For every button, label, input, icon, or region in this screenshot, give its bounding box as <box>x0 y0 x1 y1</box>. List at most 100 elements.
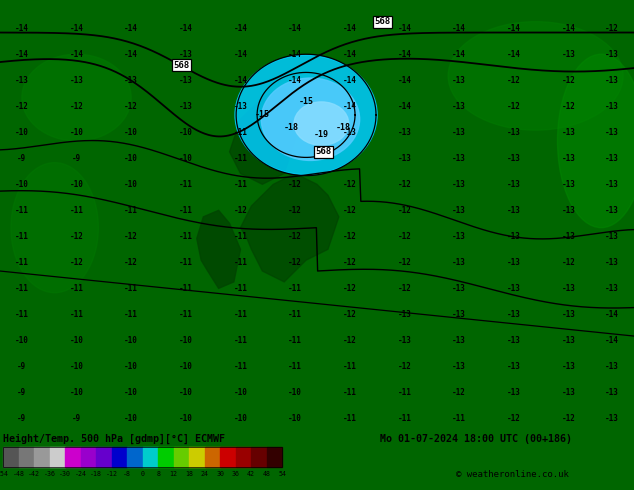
Text: -12: -12 <box>562 76 575 85</box>
Text: -13: -13 <box>562 49 575 59</box>
Text: -13: -13 <box>179 76 193 85</box>
Text: -13: -13 <box>124 76 138 85</box>
Text: -9: -9 <box>17 362 27 371</box>
Text: -12: -12 <box>343 336 357 345</box>
Text: -13: -13 <box>179 102 193 111</box>
Text: -13: -13 <box>562 388 575 397</box>
Text: -11: -11 <box>233 180 247 189</box>
Text: -9: -9 <box>17 414 27 423</box>
Text: 54: 54 <box>278 471 286 477</box>
Text: -12: -12 <box>124 232 138 241</box>
Text: -11: -11 <box>343 362 357 371</box>
Text: -13: -13 <box>507 336 521 345</box>
Text: -13: -13 <box>562 310 575 319</box>
Text: -10: -10 <box>233 414 247 423</box>
Text: -24: -24 <box>75 471 87 477</box>
Text: -13: -13 <box>452 76 466 85</box>
Text: -12: -12 <box>288 232 302 241</box>
Ellipse shape <box>235 55 377 174</box>
Bar <box>112 447 127 467</box>
Text: -13: -13 <box>343 128 357 137</box>
Text: -12: -12 <box>15 102 29 111</box>
Text: 568: 568 <box>375 17 391 26</box>
Text: -13: -13 <box>507 232 521 241</box>
Text: 8: 8 <box>156 471 160 477</box>
Text: -12: -12 <box>343 232 357 241</box>
Text: -14: -14 <box>343 24 357 33</box>
Text: 30: 30 <box>216 471 224 477</box>
Text: -10: -10 <box>179 362 193 371</box>
Text: -11: -11 <box>343 388 357 397</box>
Text: -14: -14 <box>70 49 84 59</box>
Text: -12: -12 <box>605 24 619 33</box>
Text: -11: -11 <box>70 310 84 319</box>
Text: -14: -14 <box>288 49 302 59</box>
Text: -12: -12 <box>562 414 575 423</box>
Ellipse shape <box>557 54 634 228</box>
Text: -12: -12 <box>106 471 118 477</box>
Text: -13: -13 <box>507 154 521 163</box>
Text: -14: -14 <box>507 24 521 33</box>
Text: -14: -14 <box>15 49 29 59</box>
Text: -13: -13 <box>452 206 466 215</box>
Text: -13: -13 <box>452 154 466 163</box>
Bar <box>3 447 18 467</box>
Bar <box>127 447 143 467</box>
Text: -30: -30 <box>59 471 71 477</box>
Text: -12: -12 <box>507 76 521 85</box>
Text: -13: -13 <box>605 362 619 371</box>
Text: -15: -15 <box>299 98 314 106</box>
Text: -13: -13 <box>562 232 575 241</box>
Text: -13: -13 <box>605 128 619 137</box>
Text: -8: -8 <box>123 471 131 477</box>
Text: -11: -11 <box>179 232 193 241</box>
Text: -14: -14 <box>398 76 411 85</box>
Ellipse shape <box>448 22 623 130</box>
Text: -48: -48 <box>13 471 25 477</box>
Text: -12: -12 <box>343 206 357 215</box>
Text: -13: -13 <box>605 76 619 85</box>
Text: -13: -13 <box>15 76 29 85</box>
Text: -10: -10 <box>179 336 193 345</box>
Text: © weatheronline.co.uk: © weatheronline.co.uk <box>456 470 569 479</box>
Text: -13: -13 <box>605 49 619 59</box>
Text: -10: -10 <box>124 362 138 371</box>
Text: -11: -11 <box>70 206 84 215</box>
Bar <box>236 447 251 467</box>
Ellipse shape <box>294 102 349 145</box>
Text: -11: -11 <box>15 232 29 241</box>
Text: -10: -10 <box>15 336 29 345</box>
Text: -9: -9 <box>72 154 81 163</box>
Text: -14: -14 <box>343 76 357 85</box>
Text: -11: -11 <box>233 128 247 137</box>
Text: -14: -14 <box>124 49 138 59</box>
Text: -11: -11 <box>343 414 357 423</box>
Text: -15: -15 <box>255 110 270 120</box>
Text: -11: -11 <box>288 336 302 345</box>
Text: -12: -12 <box>70 258 84 267</box>
Text: -10: -10 <box>179 388 193 397</box>
Text: -13: -13 <box>507 284 521 293</box>
Text: -11: -11 <box>15 310 29 319</box>
Text: -10: -10 <box>15 180 29 189</box>
Text: -13: -13 <box>562 284 575 293</box>
Text: -10: -10 <box>124 154 138 163</box>
Text: -14: -14 <box>452 24 466 33</box>
Text: -13: -13 <box>398 128 411 137</box>
Polygon shape <box>240 173 339 282</box>
Text: -13: -13 <box>562 154 575 163</box>
Bar <box>34 447 49 467</box>
Text: -18: -18 <box>283 123 298 132</box>
Text: -14: -14 <box>233 76 247 85</box>
Text: -11: -11 <box>124 284 138 293</box>
Text: -13: -13 <box>605 414 619 423</box>
Text: -11: -11 <box>15 206 29 215</box>
Text: -9: -9 <box>17 154 27 163</box>
Text: -11: -11 <box>233 258 247 267</box>
Text: -13: -13 <box>605 388 619 397</box>
Text: -18: -18 <box>336 123 351 132</box>
Text: -19: -19 <box>314 130 329 139</box>
Text: -9: -9 <box>72 414 81 423</box>
Text: -9: -9 <box>17 388 27 397</box>
Text: -11: -11 <box>179 310 193 319</box>
